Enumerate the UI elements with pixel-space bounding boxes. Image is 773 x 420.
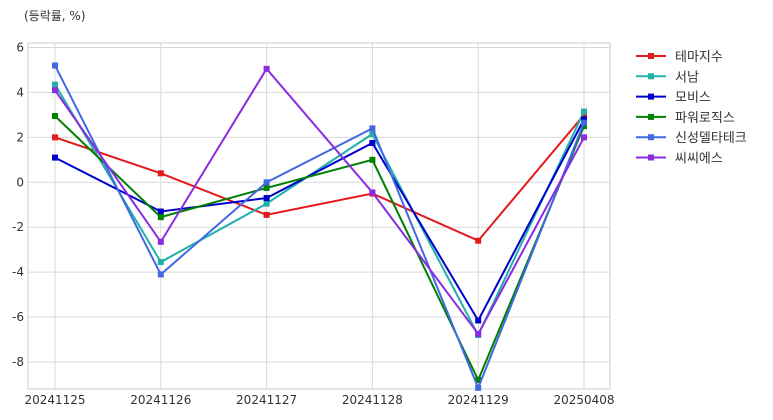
legend-label: 씨씨에스 (675, 152, 723, 167)
data-point (52, 81, 58, 88)
data-point (475, 317, 482, 324)
series-4 (52, 113, 587, 384)
legend-item: 신성델타테크 (636, 131, 747, 146)
series-3 (52, 116, 587, 324)
data-point (581, 116, 587, 123)
y-tick-label: 4 (16, 85, 24, 99)
series-line (54, 84, 585, 338)
legend-marker (648, 134, 654, 141)
data-point (157, 214, 164, 221)
x-tick-label: 20241127 (236, 393, 297, 407)
data-point (157, 170, 164, 177)
legend-label: 모비스 (675, 91, 711, 106)
data-point (475, 330, 482, 337)
data-point (581, 108, 587, 115)
data-point (157, 259, 164, 266)
x-tick-label: 20241128 (342, 393, 403, 407)
data-point (157, 238, 164, 245)
legend-marker (648, 154, 654, 161)
series-line (54, 67, 585, 336)
series-2 (52, 81, 587, 339)
data-point (581, 123, 587, 130)
y-tick-label: 6 (16, 40, 24, 54)
legend-item: 서남 (636, 70, 699, 85)
x-tick-label: 20250408 (553, 393, 614, 407)
legend-label: 파워로직스 (675, 111, 735, 126)
series-line (54, 115, 585, 383)
legend-marker (648, 113, 654, 120)
y-tick-label: 2 (16, 130, 24, 144)
data-point (52, 113, 58, 120)
data-point (369, 130, 376, 137)
data-point (263, 200, 270, 207)
data-point (581, 134, 587, 141)
legend-marker (648, 73, 654, 80)
data-point (52, 62, 58, 69)
grid (28, 43, 610, 389)
legend-item: 파워로직스 (636, 111, 735, 126)
axes: 6 4 2 0 -2 -4 -6 -8 20241125 20241126 20241127 2024… (12, 40, 615, 407)
series-lines (52, 62, 587, 391)
data-point (263, 195, 270, 202)
data-point (263, 65, 270, 72)
data-point (369, 139, 376, 146)
series-5 (52, 62, 587, 391)
data-point (475, 377, 482, 384)
unit-label: (등락률, %) (24, 9, 86, 23)
series-line (54, 114, 585, 242)
data-point (52, 154, 58, 161)
data-point (157, 271, 164, 278)
plot-frame (27, 42, 611, 390)
y-tick-label: -2 (12, 220, 24, 234)
legend-item: 테마지수 (636, 50, 723, 65)
data-point (475, 237, 482, 244)
data-point (52, 87, 58, 94)
series-line (54, 65, 585, 391)
y-tick-label: 0 (16, 175, 24, 189)
legend-marker (648, 93, 654, 100)
x-tick-label: 20241125 (24, 393, 85, 407)
data-point (369, 125, 376, 132)
legend-item: 씨씨에스 (636, 152, 723, 167)
data-point (157, 208, 164, 215)
y-tick-label: -4 (12, 265, 24, 279)
legend-label: 테마지수 (675, 50, 723, 65)
y-tick-label: -8 (12, 355, 24, 369)
data-point (475, 384, 482, 391)
series-6 (52, 65, 587, 337)
data-point (581, 119, 587, 126)
data-point (581, 111, 587, 118)
data-point (263, 184, 270, 191)
data-point (263, 179, 270, 186)
data-point (369, 189, 376, 196)
x-tick-label: 20241129 (448, 393, 509, 407)
data-point (263, 211, 270, 218)
series-line (54, 118, 585, 323)
legend-item: 모비스 (636, 91, 711, 106)
legend-marker (648, 53, 654, 59)
legend-label: 서남 (675, 70, 699, 85)
x-tick-label: 20241126 (130, 393, 191, 407)
legend-label: 신성델타테크 (675, 131, 747, 146)
y-tick-label: -6 (12, 310, 24, 324)
data-point (369, 156, 376, 163)
data-point (52, 134, 58, 141)
